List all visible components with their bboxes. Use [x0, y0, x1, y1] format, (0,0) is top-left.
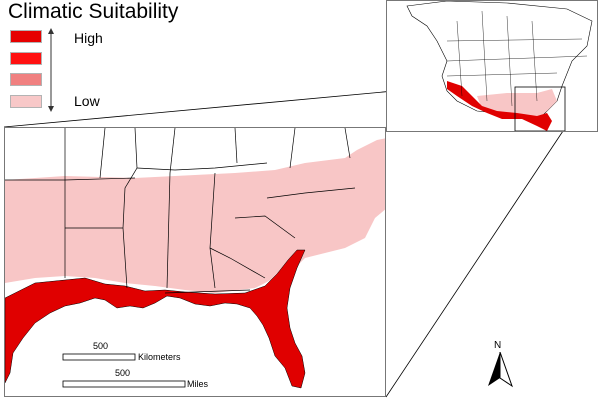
inset-high-suitability — [447, 81, 552, 131]
main-map-southeast-us: 500 Kilometers 500 Miles N — [4, 127, 386, 397]
north-arrow-label: N — [494, 340, 502, 351]
inset-map-svg — [387, 1, 597, 131]
scale-km-unit: Kilometers — [138, 352, 181, 362]
main-map-svg — [5, 128, 385, 396]
inset-borders — [446, 10, 588, 107]
legend-low-label: Low — [74, 93, 100, 109]
legend-swatch-class-4 — [10, 95, 42, 108]
high-suitability-region — [5, 249, 306, 389]
north-arrow-icon — [488, 352, 513, 388]
scale-bar-miles — [62, 380, 186, 388]
scale-bar-km — [62, 353, 136, 361]
inset-map-north-america — [386, 0, 598, 132]
scale-mi-value: 500 — [115, 368, 131, 378]
scale-km-value: 500 — [93, 341, 109, 351]
inset-extent-box — [514, 86, 566, 131]
legend-high-label: High — [74, 30, 103, 46]
legend-swatch-class-2 — [10, 52, 42, 65]
scale-mi-unit: Miles — [187, 379, 209, 389]
legend-swatch-class-3 — [10, 73, 42, 86]
legend-swatch-class-1 — [10, 30, 42, 43]
state-borders — [5, 128, 356, 294]
legend-title: Climatic Suitability — [8, 0, 179, 23]
legend-range-arrow — [48, 28, 54, 112]
